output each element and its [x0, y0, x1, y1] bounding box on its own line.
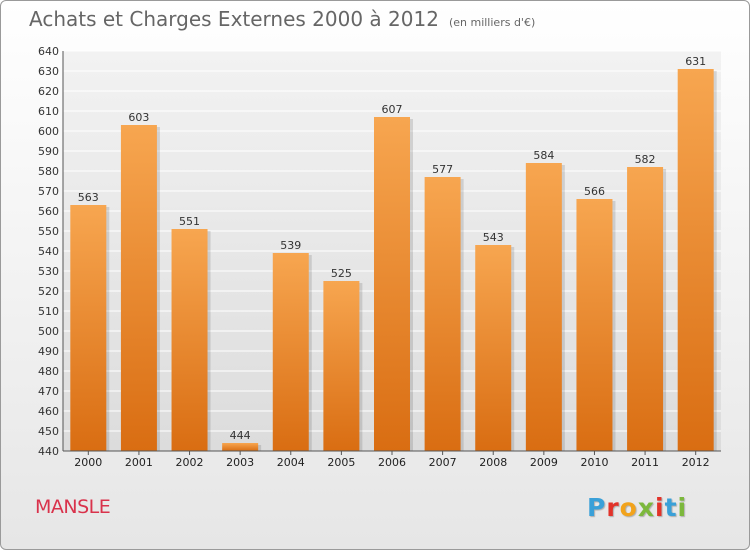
bar — [222, 443, 259, 451]
logo-letter: i — [655, 493, 665, 522]
y-tick-label: 570 — [38, 185, 59, 198]
x-tick-label: 2005 — [327, 456, 355, 469]
place-name: MANSLE — [35, 496, 111, 518]
x-tick-label: 2001 — [125, 456, 153, 469]
bar — [272, 253, 309, 451]
logo-letter: r — [606, 493, 620, 522]
y-tick-label: 490 — [38, 345, 59, 358]
y-tick-label: 590 — [38, 145, 59, 158]
x-tick-label: 2004 — [277, 456, 305, 469]
bar-value-label: 577 — [432, 163, 453, 176]
bar — [323, 281, 360, 451]
y-tick-label: 460 — [38, 405, 59, 418]
bar-value-label: 607 — [382, 103, 403, 116]
x-tick-label: 2012 — [682, 456, 710, 469]
bar — [576, 199, 613, 451]
logo-letter: t — [664, 493, 678, 522]
bar — [424, 177, 461, 451]
x-tick-label: 2002 — [176, 456, 204, 469]
x-tick-label: 2008 — [479, 456, 507, 469]
y-tick-label: 470 — [38, 385, 59, 398]
bar-value-label: 603 — [128, 111, 149, 124]
chart-title-text: Achats et Charges Externes 2000 à 2012 — [29, 7, 439, 31]
bar-value-label: 563 — [78, 191, 99, 204]
chart-title: Achats et Charges Externes 2000 à 2012 (e… — [29, 7, 535, 31]
bar-value-label: 631 — [685, 55, 706, 68]
bar-value-label: 584 — [533, 149, 554, 162]
bar — [120, 125, 157, 451]
bar — [627, 167, 664, 451]
proxiti-logo[interactable]: Proxiti — [587, 493, 687, 522]
x-tick-label: 2011 — [631, 456, 659, 469]
x-tick-label: 2003 — [226, 456, 254, 469]
x-axis: 2000 2001 2002 2003 2004 2005 2006 2007 2008 2009… — [63, 450, 721, 469]
y-tick-label: 620 — [38, 85, 59, 98]
x-tick-label: 2009 — [530, 456, 558, 469]
y-tick-label: 560 — [38, 205, 59, 218]
chart-subtitle: (en milliers d'€) — [448, 16, 536, 29]
y-tick-label: 510 — [38, 305, 59, 318]
y-tick-label: 440 — [38, 445, 59, 458]
bar — [475, 245, 512, 451]
logo-letter: i — [677, 493, 688, 522]
bar — [677, 69, 714, 451]
bar — [70, 205, 107, 451]
y-tick-label: 540 — [38, 245, 59, 258]
x-tick-label: 2010 — [580, 456, 608, 469]
logo-letter: x — [637, 493, 655, 522]
bar-value-label: 444 — [230, 429, 251, 442]
bar-value-label: 525 — [331, 267, 352, 280]
bar — [171, 229, 208, 451]
bar-value-label: 539 — [280, 239, 301, 252]
bar-value-label: 551 — [179, 215, 200, 228]
y-tick-label: 450 — [38, 425, 59, 438]
y-tick-label: 600 — [38, 125, 59, 138]
bar-value-label: 582 — [635, 153, 656, 166]
logo-letter: P — [587, 493, 607, 522]
y-tick-label: 480 — [38, 365, 59, 378]
y-tick-label: 500 — [38, 325, 59, 338]
bar — [374, 117, 410, 451]
y-tick-label: 520 — [38, 285, 59, 298]
bars: 563 603 551 444 539 525 607 577 543 584 566 582 631 — [70, 55, 717, 451]
x-tick-label: 2000 — [74, 456, 102, 469]
y-tick-label: 610 — [38, 105, 59, 118]
bar — [525, 163, 562, 451]
y-tick-label: 580 — [38, 165, 59, 178]
x-tick-label: 2007 — [429, 456, 457, 469]
x-tick-label: 2006 — [378, 456, 406, 469]
logo-letter: o — [619, 493, 638, 522]
y-tick-label: 530 — [38, 265, 59, 278]
y-axis: 440 450 460 470 480 490 500 510 520 530 540 550 560 5… — [38, 45, 64, 458]
y-tick-label: 630 — [38, 65, 59, 78]
bar-value-label: 543 — [483, 231, 504, 244]
bar-value-label: 566 — [584, 185, 605, 198]
y-tick-label: 640 — [38, 45, 59, 58]
y-tick-label: 550 — [38, 225, 59, 238]
